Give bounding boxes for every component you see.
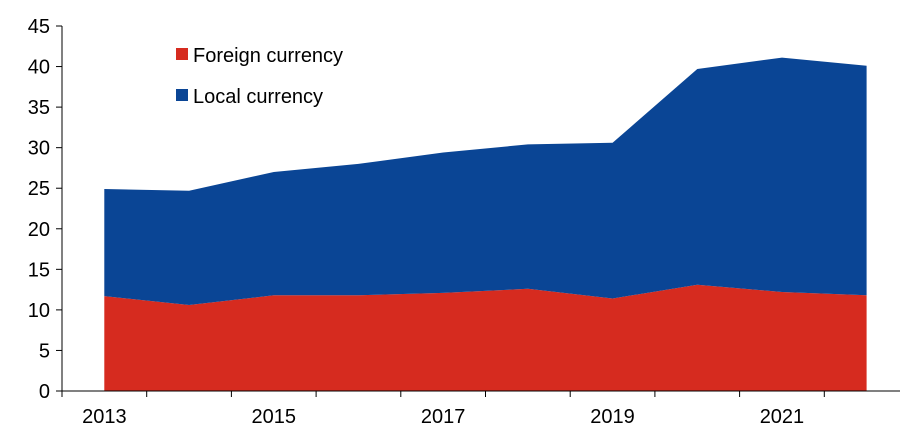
y-tick-label: 45 bbox=[28, 16, 50, 38]
x-tick-label: 2017 bbox=[421, 406, 466, 428]
area-local-currency bbox=[104, 57, 867, 305]
legend-swatch-foreign-currency bbox=[176, 48, 188, 60]
legend-label-foreign-currency: Foreign currency bbox=[193, 45, 343, 67]
x-tick-label: 2015 bbox=[252, 406, 297, 428]
x-tick-label: 2019 bbox=[590, 406, 635, 428]
y-tick-label: 10 bbox=[28, 300, 50, 322]
legend-label-local-currency: Local currency bbox=[193, 86, 323, 108]
y-tick-label: 20 bbox=[28, 219, 50, 241]
y-tick-label: 35 bbox=[28, 97, 50, 119]
y-tick-label: 0 bbox=[39, 381, 50, 403]
y-tick-label: 40 bbox=[28, 57, 50, 79]
x-tick-label: 2021 bbox=[760, 406, 805, 428]
y-tick-label: 30 bbox=[28, 138, 50, 160]
area-foreign-currency bbox=[104, 284, 867, 391]
x-tick-label: 2013 bbox=[82, 406, 127, 428]
x-ticks-group: 2013 2015 2017 2019 2021 bbox=[61, 391, 825, 428]
y-ticks-group: 0 5 10 15 20 25 30 35 40 45 bbox=[28, 16, 62, 403]
legend: Foreign currency Local currency bbox=[176, 45, 343, 108]
y-tick-label: 15 bbox=[28, 259, 50, 281]
y-tick-label: 5 bbox=[39, 340, 50, 362]
axes-group bbox=[61, 26, 900, 392]
area-series-group bbox=[104, 57, 867, 391]
y-tick-label: 25 bbox=[28, 178, 50, 200]
legend-swatch-local-currency bbox=[176, 89, 188, 101]
